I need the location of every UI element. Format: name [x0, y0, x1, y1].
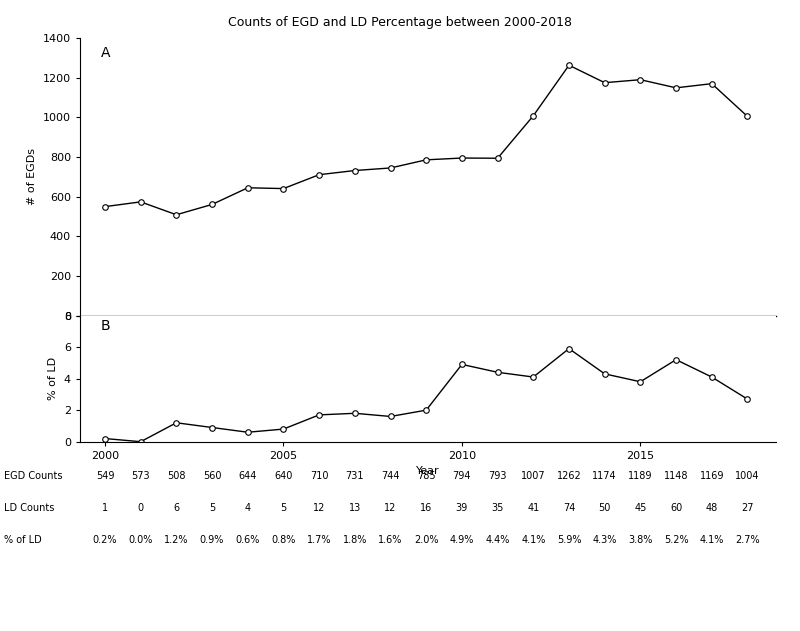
- Text: 27: 27: [741, 503, 754, 513]
- Text: 4.1%: 4.1%: [699, 534, 724, 545]
- Text: % of LD: % of LD: [4, 534, 42, 545]
- Text: 4: 4: [245, 503, 251, 513]
- Text: 5: 5: [280, 503, 286, 513]
- Text: 35: 35: [491, 503, 504, 513]
- Text: 5.2%: 5.2%: [664, 534, 688, 545]
- Text: Counts of EGD and LD Percentage between 2000-2018: Counts of EGD and LD Percentage between …: [228, 16, 572, 29]
- Text: 4.3%: 4.3%: [593, 534, 617, 545]
- Text: 12: 12: [313, 503, 326, 513]
- Text: 39: 39: [456, 503, 468, 513]
- Text: 3.8%: 3.8%: [628, 534, 653, 545]
- Text: 0.0%: 0.0%: [129, 534, 153, 545]
- Y-axis label: # of EGDs: # of EGDs: [27, 148, 38, 205]
- Text: 12: 12: [384, 503, 397, 513]
- Text: 1174: 1174: [592, 471, 617, 481]
- Text: 710: 710: [310, 471, 328, 481]
- Text: 16: 16: [420, 503, 432, 513]
- Text: 640: 640: [274, 471, 293, 481]
- Text: 2.0%: 2.0%: [414, 534, 438, 545]
- Text: 1007: 1007: [521, 471, 546, 481]
- Text: 0.6%: 0.6%: [235, 534, 260, 545]
- Text: 560: 560: [203, 471, 222, 481]
- Text: 744: 744: [382, 471, 400, 481]
- Text: 644: 644: [238, 471, 257, 481]
- Text: 5.9%: 5.9%: [557, 534, 582, 545]
- Text: 573: 573: [131, 471, 150, 481]
- Text: 0.2%: 0.2%: [93, 534, 118, 545]
- Text: 4.4%: 4.4%: [486, 534, 510, 545]
- Text: 1.2%: 1.2%: [164, 534, 189, 545]
- Text: 2.7%: 2.7%: [735, 534, 760, 545]
- Text: EGD Counts: EGD Counts: [4, 471, 62, 481]
- Text: 4.9%: 4.9%: [450, 534, 474, 545]
- Text: 549: 549: [96, 471, 114, 481]
- Text: 48: 48: [706, 503, 718, 513]
- Text: LD Counts: LD Counts: [4, 503, 54, 513]
- Text: 5: 5: [209, 503, 215, 513]
- Text: 1004: 1004: [735, 471, 760, 481]
- Y-axis label: % of LD: % of LD: [48, 357, 58, 400]
- Text: 0: 0: [138, 503, 144, 513]
- Text: 1169: 1169: [699, 471, 724, 481]
- Text: 60: 60: [670, 503, 682, 513]
- Text: 50: 50: [598, 503, 611, 513]
- Text: 1148: 1148: [664, 471, 688, 481]
- Text: 6: 6: [174, 503, 179, 513]
- Text: 74: 74: [562, 503, 575, 513]
- Text: 1.8%: 1.8%: [342, 534, 367, 545]
- Text: A: A: [101, 46, 110, 60]
- Text: 508: 508: [167, 471, 186, 481]
- Text: 1.6%: 1.6%: [378, 534, 402, 545]
- Text: 794: 794: [453, 471, 471, 481]
- Text: 1262: 1262: [557, 471, 582, 481]
- Text: 13: 13: [349, 503, 361, 513]
- Text: 45: 45: [634, 503, 646, 513]
- X-axis label: Year: Year: [416, 466, 440, 476]
- Text: 785: 785: [417, 471, 435, 481]
- Text: 0.9%: 0.9%: [200, 534, 224, 545]
- Text: 0.8%: 0.8%: [271, 534, 296, 545]
- Text: 793: 793: [488, 471, 507, 481]
- Text: 41: 41: [527, 503, 539, 513]
- Text: 4.1%: 4.1%: [521, 534, 546, 545]
- Text: B: B: [101, 319, 110, 333]
- Text: 1.7%: 1.7%: [307, 534, 331, 545]
- Text: 1189: 1189: [628, 471, 653, 481]
- Text: 731: 731: [346, 471, 364, 481]
- Text: 1: 1: [102, 503, 108, 513]
